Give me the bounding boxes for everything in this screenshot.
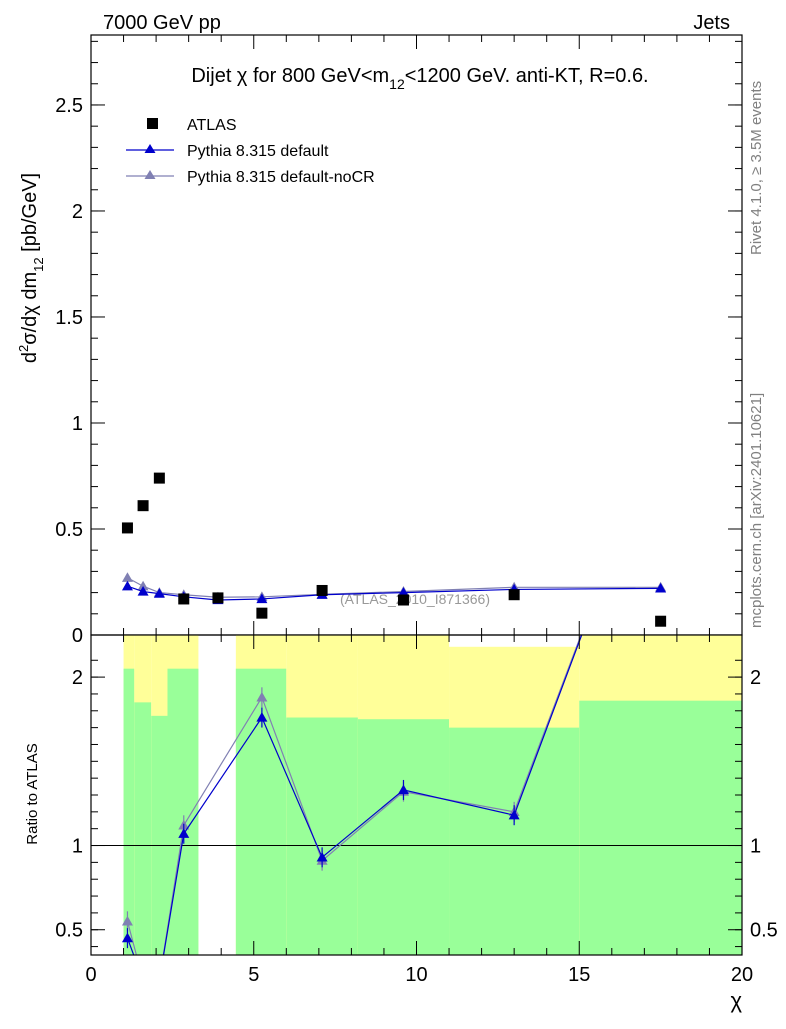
main-series-group — [121, 472, 667, 627]
ratio-ytick-label-0: 0.5 — [55, 920, 83, 942]
atlas-point-0 — [121, 522, 133, 534]
ratio-point-s0-5 — [316, 851, 328, 862]
ratio-ytick-label-right-1: 1 — [750, 836, 761, 858]
ratio-point-s0-0 — [121, 932, 133, 943]
ratio-band-green-4 — [235, 668, 287, 955]
main-ytick-label-3: 1.5 — [55, 307, 83, 329]
ratio-band-green-3 — [167, 668, 199, 955]
ratio-point-s0-6 — [397, 784, 409, 795]
x-tick-label-1: 5 — [248, 964, 259, 986]
header-right: Jets — [693, 12, 730, 34]
ratio-band-green-6 — [357, 719, 450, 955]
ratio-ytick-label-right-2: 2 — [750, 667, 761, 689]
main-ytick-label-5: 2.5 — [55, 95, 83, 117]
ratio-ytick-label-2: 2 — [72, 667, 83, 689]
x-tick-label-3: 15 — [568, 964, 590, 986]
atlas-point-2 — [153, 472, 165, 484]
main-ytick-label-4: 2 — [72, 201, 83, 223]
ratio-ytick-label-right-0: 0.5 — [750, 920, 778, 942]
main-y-axis-label: d2σ/dχ dm12 [pb/GeV] — [16, 173, 46, 363]
x-tick-label-0: 0 — [85, 964, 96, 986]
main-point-s1-1 — [137, 586, 149, 596]
ratio-series-0 — [121, 635, 583, 955]
rivet-label: Rivet 4.1.0, ≥ 3.5M events — [748, 81, 765, 255]
main-point-s1-7 — [397, 587, 409, 597]
x-axis-label: χ — [730, 988, 742, 1013]
legend-default-label: Pythia 8.315 default — [187, 143, 329, 160]
ratio-y-axis-label: Ratio to ATLAS — [24, 743, 41, 844]
atlas-point-7 — [397, 594, 409, 606]
x-tick-label-2: 10 — [405, 964, 427, 986]
main-point-s1-9 — [655, 582, 667, 593]
main-point-s1-5 — [256, 593, 268, 604]
ratio-point-s1-0 — [121, 915, 133, 926]
atlas-point-8 — [508, 589, 520, 601]
main-point-s1-2 — [153, 588, 165, 598]
header-left: 7000 GeV pp — [103, 12, 221, 34]
ratio-series-group — [91, 635, 742, 955]
main-line-1 — [127, 585, 661, 601]
main-point-s2-1 — [137, 580, 149, 591]
legend-atlas-label: ATLAS — [187, 117, 237, 134]
watermark: (ATLAS_2010_I871366) — [340, 591, 490, 607]
mcplots-label: mcplots.cern.ch [arXiv:2401.10621] — [748, 393, 765, 628]
legend-nocr-marker — [144, 170, 156, 179]
main-point-s1-0 — [121, 580, 133, 591]
legend-default-marker — [144, 144, 156, 153]
legend: ATLAS Pythia 8.315 default Pythia 8.315 … — [126, 117, 375, 186]
ratio-band-green-2 — [151, 715, 168, 955]
main-line-2 — [127, 577, 661, 598]
ratio-band-green-5 — [286, 717, 358, 955]
ratio-band-green-0 — [123, 668, 135, 955]
atlas-point-5 — [256, 607, 268, 619]
main-ytick-label-0: 0 — [72, 625, 83, 647]
atlas-point-6 — [316, 584, 328, 596]
atlas-point-4 — [212, 592, 224, 604]
atlas-point-1 — [137, 500, 149, 512]
main-point-s2-0 — [121, 572, 133, 582]
atlas-point-9 — [655, 615, 667, 627]
main-ytick-label-2: 1 — [72, 413, 83, 435]
main-axes: 0 0.5 1 1.5 2 2.5 — [55, 34, 743, 647]
ratio-band-green-8 — [579, 700, 742, 955]
ratio-band-green-7 — [449, 727, 580, 955]
ratio-point-s0-4 — [256, 712, 268, 722]
atlas-point-3 — [178, 593, 190, 605]
ratio-uncertainty-bands — [123, 635, 742, 955]
ratio-band-green-1 — [134, 702, 152, 955]
plot-title: Dijet χ for 800 GeV<m12<1200 GeV. anti-K… — [191, 65, 648, 92]
ratio-point-s0-7 — [508, 809, 520, 820]
main-ytick-label-1: 0.5 — [55, 519, 83, 541]
legend-atlas-marker — [147, 118, 158, 129]
ratio-point-s1-4 — [256, 691, 268, 702]
x-tick-label-4: 20 — [731, 964, 753, 986]
ratio-point-s0-3 — [178, 828, 190, 838]
legend-nocr-label: Pythia 8.315 default-noCR — [187, 169, 375, 186]
ratio-axes: 0.5 0.51 12 20 5 10 15 20 — [55, 634, 778, 986]
ratio-ytick-label-1: 1 — [72, 836, 83, 858]
